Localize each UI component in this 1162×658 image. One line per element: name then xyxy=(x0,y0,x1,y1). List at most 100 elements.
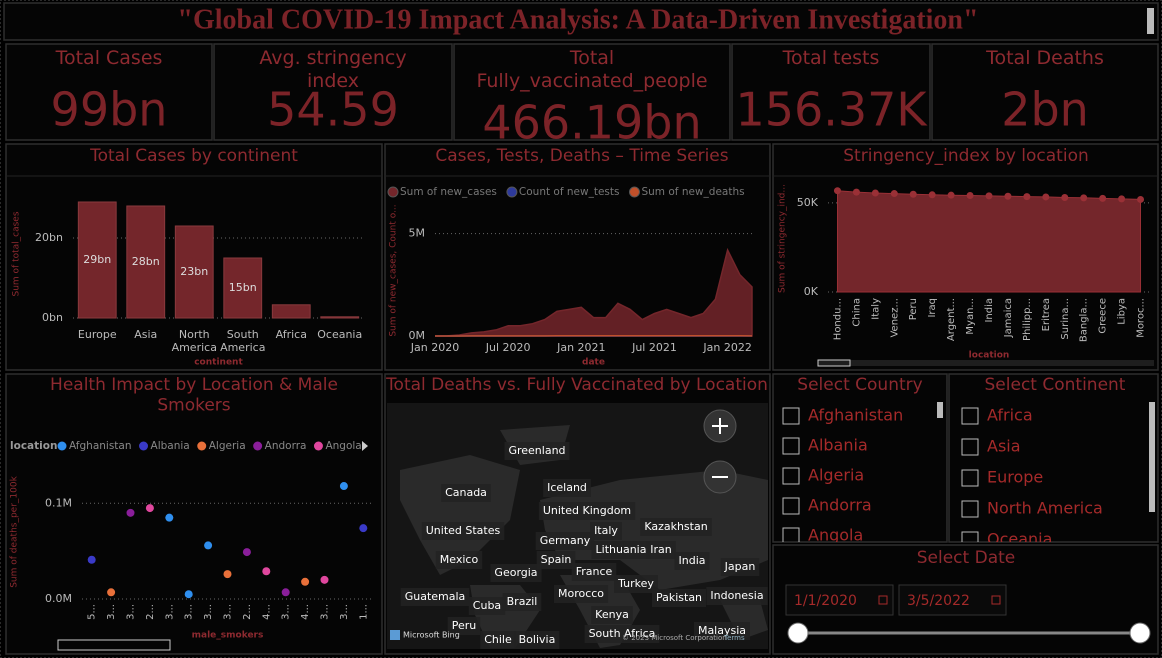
x-tick-label: Venez... xyxy=(889,298,900,338)
card xyxy=(931,43,1159,141)
checkbox[interactable] xyxy=(782,437,800,455)
map-terms[interactable]: Terms xyxy=(723,634,745,642)
x-tick-label: Jan 2022 xyxy=(702,341,751,354)
date-input[interactable] xyxy=(898,584,1007,616)
panel xyxy=(772,373,948,543)
point xyxy=(145,504,154,513)
calendar-icon xyxy=(991,595,1001,605)
x-tick-label: Iraq xyxy=(927,298,938,318)
point xyxy=(126,508,135,517)
map-label-bg xyxy=(435,551,483,569)
card-value: 54.59 xyxy=(267,83,399,137)
card xyxy=(213,43,453,141)
slicer-item: Europe xyxy=(987,468,1043,487)
legend-marker xyxy=(139,441,149,451)
y-tick-label: 0.1M xyxy=(45,496,72,509)
map-label-bg xyxy=(421,522,505,540)
bar xyxy=(77,201,117,319)
slicer-item: Asia xyxy=(987,437,1021,456)
checkbox[interactable] xyxy=(961,438,979,456)
x-tick-label: Moroc... xyxy=(1136,298,1147,338)
x-tick-label: India xyxy=(984,298,995,323)
map-label-bg xyxy=(502,593,542,611)
checkbox[interactable] xyxy=(782,467,800,485)
map-label: Italy xyxy=(594,524,618,537)
map-label: Turkey xyxy=(617,577,654,590)
checkbox[interactable] xyxy=(782,527,800,544)
point xyxy=(1042,193,1050,201)
point xyxy=(871,189,879,197)
date-end: 3/5/2022 xyxy=(907,593,970,609)
slider-handle[interactable] xyxy=(787,622,809,644)
slicer-title: Select Continent xyxy=(985,375,1126,395)
checkbox[interactable] xyxy=(961,500,979,518)
point xyxy=(301,577,310,586)
map-label-bg xyxy=(614,575,658,593)
slicer-item: Andorra xyxy=(808,496,872,515)
point xyxy=(985,192,993,200)
slicer-title: Select Country xyxy=(797,375,922,395)
point xyxy=(320,575,329,584)
x-tick-label: 3... xyxy=(223,604,234,620)
x-tick-label: Eritrea xyxy=(1041,298,1052,331)
checkbox[interactable] xyxy=(782,497,800,515)
legend-label: Sum of new_deaths xyxy=(641,186,744,198)
point xyxy=(928,191,936,199)
point xyxy=(107,588,116,597)
legend-title: location xyxy=(10,440,57,452)
bar xyxy=(320,316,360,319)
point xyxy=(184,590,193,599)
y-axis-label: Sum of deaths_per_100k xyxy=(10,475,20,587)
card xyxy=(453,43,731,141)
checkbox[interactable] xyxy=(961,407,979,425)
card-label: Total Deaths xyxy=(985,47,1104,69)
x-axis-label: location xyxy=(969,351,1010,361)
map-label: Georgia xyxy=(494,566,537,579)
map-label: United Kingdom xyxy=(543,504,631,517)
map-label-bg xyxy=(468,597,506,615)
x-tick-label: 3... xyxy=(203,604,214,620)
map-label-bg xyxy=(706,587,768,605)
bar xyxy=(271,304,311,319)
point xyxy=(1137,195,1145,203)
checkbox[interactable] xyxy=(961,531,979,548)
map-copyright: © 2023 Microsoft Corporation xyxy=(622,634,727,642)
slicer-item: Algeria xyxy=(808,466,864,485)
x-tick-label: Oceania xyxy=(317,328,362,341)
map-label-bg xyxy=(640,518,712,536)
x-axis-label: date xyxy=(582,358,605,368)
card-label: Avg. stringency index xyxy=(259,47,406,92)
map-label: Canada xyxy=(445,486,487,499)
y-tick-label: 0bn xyxy=(42,311,63,324)
map-label: Iceland xyxy=(547,481,587,494)
checkbox[interactable] xyxy=(782,407,800,425)
data-label: 15bn xyxy=(229,281,257,294)
x-tick-label: Jan 2020 xyxy=(410,341,459,354)
legend-label: Sum of new_cases xyxy=(400,186,497,198)
slider-handle[interactable] xyxy=(1129,622,1151,644)
x-tick-label: Jan 2021 xyxy=(556,341,605,354)
map-label-bg xyxy=(543,479,591,497)
checkbox[interactable] xyxy=(961,469,979,487)
x-tick-label: North America xyxy=(172,328,217,354)
x-tick-label: 1... xyxy=(358,604,369,620)
slicer-item: Albania xyxy=(808,436,868,455)
x-tick-label: 3... xyxy=(281,604,292,620)
map-label-bg xyxy=(538,502,636,520)
x-tick-label: Greece xyxy=(1098,298,1109,334)
map-label-bg xyxy=(590,522,622,540)
date-input[interactable] xyxy=(785,584,894,616)
chart-title: Cases, Tests, Deaths – Time Series xyxy=(435,146,728,166)
chart-title: Stringency_index by location xyxy=(843,146,1089,166)
slicer-item: Afghanistan xyxy=(808,406,903,425)
x-tick-label: 3... xyxy=(339,604,350,620)
point xyxy=(947,191,955,199)
chart-title: Health Impact by Location & Male Smokers xyxy=(50,375,338,415)
map-label: France xyxy=(576,565,613,578)
y-axis-label: Sum of total_cases xyxy=(12,211,22,296)
scrollbar-thumb xyxy=(57,639,171,651)
map-label-bg xyxy=(584,625,660,643)
card-label: Total tests xyxy=(782,47,880,69)
x-tick-label: Bangla... xyxy=(1079,298,1090,342)
map-label-bg xyxy=(514,631,560,649)
